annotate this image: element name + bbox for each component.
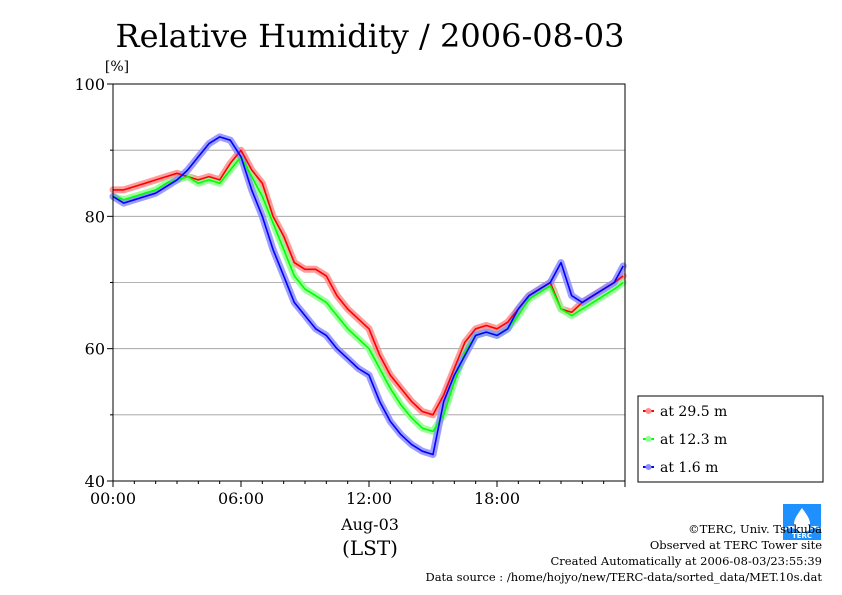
- source-text: Data source : /home/hojyo/new/TERC-data/…: [425, 570, 822, 584]
- legend-label: at 12.3 m: [660, 432, 727, 448]
- x-tick-label: 06:00: [218, 489, 264, 508]
- y-axis-label: [%]: [105, 59, 129, 75]
- copyright-text: ©TERC, Univ. Tsukuba: [688, 522, 822, 536]
- observed-text: Observed at TERC Tower site: [649, 538, 822, 552]
- axis-ticks: 40 60 80 100 00:00 06:00 12:00 18:00: [74, 75, 626, 508]
- series-line-2: [112, 136, 624, 456]
- y-tick-label: 80: [85, 207, 105, 226]
- chart-title: Relative Humidity / 2006-08-03: [116, 17, 625, 55]
- legend: at 29.5 m at 12.3 m at 1.6 m: [637, 395, 824, 483]
- legend-marker: [645, 408, 652, 414]
- series-band-2: [109, 133, 627, 458]
- x-axis-label: (LST): [342, 536, 398, 560]
- legend-marker: [645, 436, 652, 442]
- legend-box: [637, 395, 824, 483]
- y-tick-label: 60: [85, 340, 105, 359]
- x-date-label: Aug-03: [340, 515, 399, 534]
- terc-logo: TERC: [783, 504, 821, 540]
- x-tick-label: 18:00: [474, 489, 520, 508]
- legend-label: at 29.5 m: [660, 404, 727, 420]
- series-band-1: [109, 153, 627, 435]
- series-line-1: [112, 156, 624, 433]
- x-tick-label: 12:00: [346, 489, 392, 508]
- legend-label: at 1.6 m: [660, 460, 718, 476]
- logo-text: TERC: [792, 532, 812, 540]
- created-text: Created Automatically at 2006-08-03/23:5…: [550, 554, 823, 568]
- grid: [113, 149, 625, 416]
- series-group: [109, 133, 627, 458]
- x-tick-label: 00:00: [90, 489, 136, 508]
- y-tick-label: 100: [74, 75, 105, 94]
- legend-marker: [645, 464, 652, 470]
- y-tick-label: 40: [85, 472, 105, 491]
